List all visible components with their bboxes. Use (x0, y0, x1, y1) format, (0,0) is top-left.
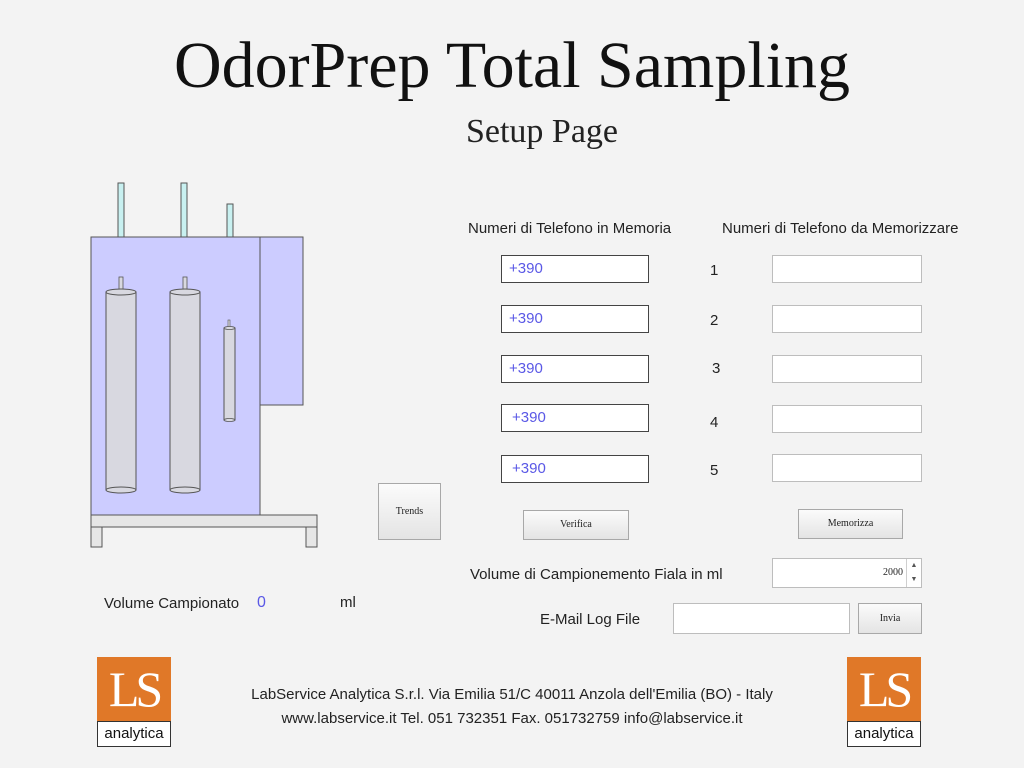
footer-address: LabService Analytica S.r.l. Via Emilia 5… (251, 686, 773, 703)
canister-2 (169, 288, 201, 494)
sampled-volume-label: Volume Campionato (104, 595, 240, 612)
page-subtitle: Setup Page (465, 113, 619, 150)
company-logo-right: LS analytica (847, 657, 921, 747)
store-numbers-heading: Numeri di Telefono da Memorizzare (722, 220, 959, 237)
vial-volume-label: Volume di Campionemento Fiala in ml (470, 566, 723, 583)
new-phone-input-1[interactable] (772, 255, 922, 283)
sampled-volume-unit: ml (340, 594, 356, 611)
memory-phone-field-5[interactable]: +390 (501, 455, 649, 483)
email-log-label: E-Mail Log File (540, 611, 641, 628)
logo-letters: LS (108, 661, 163, 717)
row-index-3: 3 (712, 360, 721, 377)
vial-volume-value: 2000 (883, 567, 903, 578)
new-phone-input-3[interactable] (772, 355, 922, 383)
sampler-device-illustration (90, 182, 318, 548)
new-phone-input-4[interactable] (772, 405, 922, 433)
logo-caption: analytica (847, 721, 921, 747)
logo-caption: analytica (97, 721, 171, 747)
store-button[interactable]: Memorizza (798, 509, 903, 539)
device-side-panel (259, 236, 304, 406)
email-input[interactable] (673, 603, 850, 634)
company-logo-left: LS analytica (97, 657, 171, 747)
row-index-2: 2 (710, 312, 719, 329)
sampled-volume-value: 0 (257, 594, 266, 611)
logo-letters: LS (858, 661, 913, 717)
new-phone-input-5[interactable] (772, 454, 922, 482)
device-leg-right (305, 526, 318, 548)
canister-1 (105, 288, 137, 494)
memory-phone-field-1[interactable]: +390 (501, 255, 649, 283)
verify-button[interactable]: Verifica (523, 510, 629, 540)
device-base (90, 514, 318, 528)
memory-phone-field-2[interactable]: +390 (501, 305, 649, 333)
row-index-4: 4 (710, 414, 719, 431)
footer-contacts: www.labservice.it Tel. 051 732351 Fax. 0… (281, 710, 743, 727)
memory-numbers-heading: Numeri di Telefono in Memoria (468, 220, 672, 237)
inlet-tube-1 (117, 182, 125, 238)
memory-phone-field-3[interactable]: +390 (501, 355, 649, 383)
stepper-up-icon[interactable]: ▲ (910, 562, 918, 569)
inlet-tube-3 (226, 203, 234, 238)
memory-phone-field-4[interactable]: +390 (501, 404, 649, 432)
row-index-1: 1 (710, 262, 719, 279)
row-index-5: 5 (710, 462, 719, 479)
stepper-down-icon[interactable]: ▼ (910, 576, 918, 583)
vial-volume-stepper[interactable]: 2000 ▲ ▼ (772, 558, 922, 588)
page-title: OdorPrep Total Sampling (173, 29, 851, 102)
trends-button[interactable]: Trends (378, 483, 441, 540)
send-button[interactable]: Invia (858, 603, 922, 634)
device-leg-left (90, 526, 103, 548)
vial (223, 326, 236, 422)
inlet-tube-2 (180, 182, 188, 238)
stepper-buttons[interactable]: ▲ ▼ (906, 559, 921, 587)
new-phone-input-2[interactable] (772, 305, 922, 333)
